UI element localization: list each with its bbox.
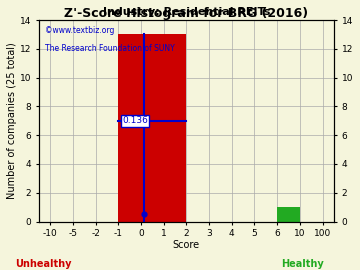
Text: Unhealthy: Unhealthy xyxy=(15,259,71,269)
Text: The Research Foundation of SUNY: The Research Foundation of SUNY xyxy=(45,44,175,53)
Bar xyxy=(277,207,300,221)
X-axis label: Score: Score xyxy=(173,239,200,249)
Text: ©www.textbiz.org: ©www.textbiz.org xyxy=(45,26,114,35)
Text: Healthy: Healthy xyxy=(281,259,324,269)
Text: 0.136: 0.136 xyxy=(122,116,148,125)
Title: Z'-Score Histogram for BRG (2016): Z'-Score Histogram for BRG (2016) xyxy=(64,7,309,20)
Bar xyxy=(118,35,186,221)
Text: Industry: Residential REITs: Industry: Residential REITs xyxy=(103,7,270,17)
Y-axis label: Number of companies (25 total): Number of companies (25 total) xyxy=(7,42,17,199)
